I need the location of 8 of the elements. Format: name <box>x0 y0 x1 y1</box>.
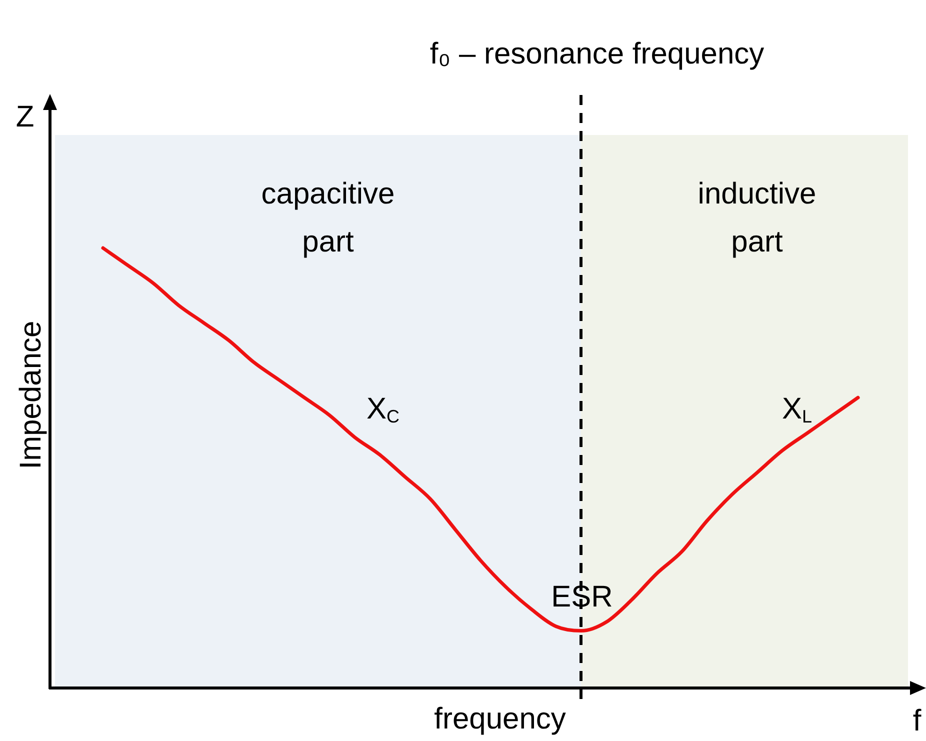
text: f <box>912 704 922 738</box>
y-axis-title: Impedance <box>14 320 48 470</box>
annotation: ESR <box>551 580 613 614</box>
x-axis-title: frequency <box>434 702 566 736</box>
annotation: capacitive part <box>261 177 395 258</box>
annotation: inductive part <box>698 177 816 258</box>
text: Z <box>16 100 34 134</box>
text: f₀ – resonance frequency <box>430 37 764 70</box>
